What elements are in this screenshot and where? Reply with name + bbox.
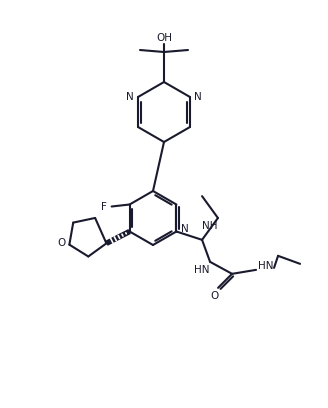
Text: HN: HN bbox=[194, 265, 210, 275]
Text: OH: OH bbox=[156, 33, 172, 43]
Text: HN: HN bbox=[258, 261, 274, 271]
Text: NH: NH bbox=[202, 221, 218, 231]
Text: N: N bbox=[126, 92, 134, 102]
Text: O: O bbox=[57, 237, 66, 248]
Text: N: N bbox=[194, 92, 202, 102]
Text: N: N bbox=[180, 224, 188, 235]
Text: F: F bbox=[101, 202, 107, 211]
Text: O: O bbox=[210, 291, 218, 301]
